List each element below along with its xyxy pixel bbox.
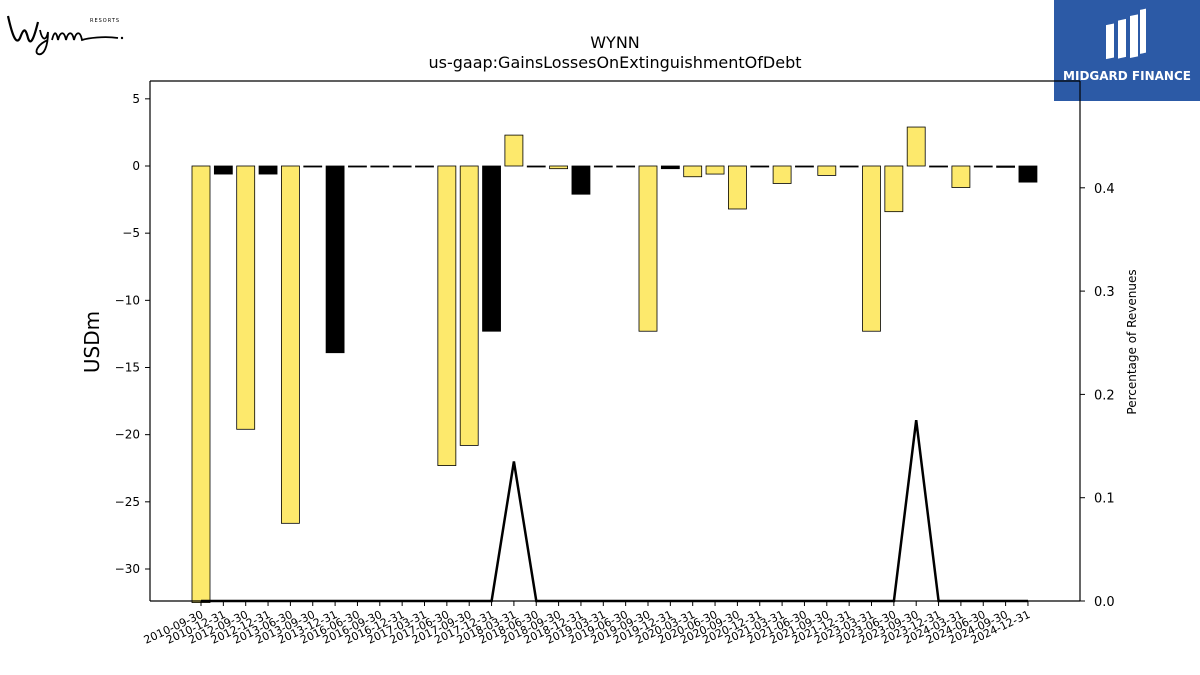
bar bbox=[616, 165, 636, 168]
y2-tick-label: 0.2 bbox=[1094, 388, 1115, 403]
bar bbox=[638, 165, 658, 332]
y2-tick-label: 0.0 bbox=[1094, 595, 1115, 610]
midgard-finance-logo: MIDGARD FINANCE bbox=[1054, 0, 1200, 101]
wynn-resorts-logo: RESORTS bbox=[4, 4, 128, 60]
bar bbox=[191, 165, 211, 603]
y2-tick-label: 0.4 bbox=[1094, 182, 1115, 197]
y-tick-label: 5 bbox=[132, 92, 140, 106]
bar bbox=[951, 165, 971, 188]
bar bbox=[482, 165, 501, 332]
bar bbox=[593, 165, 613, 168]
bar bbox=[437, 165, 457, 466]
y-tick-label: 0 bbox=[132, 159, 140, 173]
bar bbox=[884, 165, 904, 213]
y-tick-label: −30 bbox=[115, 562, 140, 576]
bar bbox=[526, 165, 546, 168]
bar bbox=[236, 165, 256, 430]
bar bbox=[571, 165, 591, 195]
y2-tick-label: 0.3 bbox=[1094, 285, 1115, 300]
y-tick-label: −10 bbox=[115, 293, 140, 307]
bar bbox=[973, 165, 993, 168]
bar bbox=[213, 165, 233, 175]
percentage-line bbox=[201, 420, 1028, 603]
y2-tick-label: 0.1 bbox=[1094, 492, 1115, 507]
chart-title: WYNN bbox=[590, 33, 640, 52]
midgard-name: MIDGARD FINANCE bbox=[1063, 69, 1191, 83]
bar bbox=[839, 165, 859, 168]
bar bbox=[660, 165, 680, 170]
bar bbox=[1018, 165, 1038, 183]
y-tick-label: −25 bbox=[115, 495, 140, 509]
logo-small-text: RESORTS bbox=[90, 18, 121, 24]
bar bbox=[929, 165, 948, 168]
bar bbox=[370, 165, 390, 168]
bar bbox=[705, 165, 725, 175]
bar bbox=[348, 165, 367, 168]
y-tick-label: −15 bbox=[115, 360, 140, 374]
bar bbox=[392, 165, 412, 168]
bar bbox=[750, 165, 770, 168]
y-tick-label: −5 bbox=[122, 226, 140, 240]
bar bbox=[817, 165, 837, 176]
bar bbox=[996, 165, 1015, 168]
bar bbox=[258, 165, 278, 175]
bar bbox=[303, 165, 323, 168]
chart-subtitle: us-gaap:GainsLossesOnExtinguishmentOfDeb… bbox=[428, 53, 802, 72]
bar bbox=[683, 165, 703, 178]
bar bbox=[280, 165, 300, 524]
midgard-mark-icon bbox=[1106, 8, 1146, 60]
bar bbox=[415, 165, 434, 168]
bar bbox=[504, 134, 524, 167]
bar bbox=[862, 165, 881, 332]
bar bbox=[795, 165, 814, 168]
bar bbox=[772, 165, 792, 184]
bar bbox=[549, 165, 568, 170]
bar bbox=[728, 165, 747, 210]
bar bbox=[906, 126, 926, 167]
y-tick-label: −20 bbox=[115, 428, 140, 442]
bar bbox=[325, 165, 345, 354]
bar bbox=[459, 165, 479, 446]
